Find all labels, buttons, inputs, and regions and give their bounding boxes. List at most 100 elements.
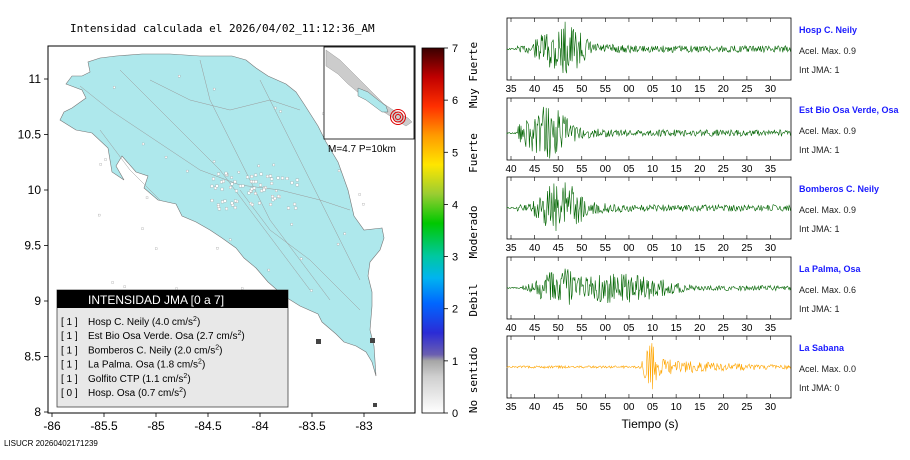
seismogram-panel: 40 45 50 55 00 05 10 15 20 25 30 35 bbox=[505, 97, 792, 175]
station-name: Hosp C. Neily bbox=[799, 25, 857, 35]
time-tick-label: 00 bbox=[623, 84, 635, 95]
time-tick-label: 55 bbox=[600, 402, 612, 413]
magnitude-label: M=4.7 P=10km bbox=[328, 144, 396, 155]
station-dot bbox=[213, 87, 216, 91]
station-dot bbox=[259, 172, 263, 176]
time-tick-label: 50 bbox=[553, 323, 565, 334]
station-dot bbox=[358, 193, 361, 196]
colorbar-tick-label: 1 bbox=[452, 356, 458, 368]
station-dot bbox=[247, 191, 251, 195]
inset-map: M=4.7 P=10km bbox=[323, 46, 415, 155]
time-tick-label: 30 bbox=[765, 84, 777, 95]
map-x-tick-label: -85 bbox=[147, 419, 165, 433]
station-dot bbox=[241, 184, 245, 188]
station-name: La Sabana bbox=[799, 343, 845, 353]
station-dot bbox=[250, 175, 254, 178]
station-dot bbox=[275, 189, 278, 192]
station-dot bbox=[271, 198, 275, 202]
intensity-legend: INTENSIDAD JMA [0 a 7] [ 1 ] Hosp C. Neil… bbox=[56, 289, 289, 408]
station-name: Bomberos C. Neily bbox=[799, 184, 879, 194]
station-dot bbox=[285, 177, 289, 180]
colorbar-category-label: Debil bbox=[467, 283, 480, 316]
time-tick-label: 15 bbox=[694, 402, 706, 413]
station-dot bbox=[220, 187, 224, 191]
map-title: Intensidad calculada el 2026/04/02_11:12… bbox=[70, 22, 375, 35]
seismogram-panel: 35 40 45 50 55 00 05 10 15 20 25 30 bbox=[505, 176, 792, 254]
station-dot bbox=[223, 199, 227, 203]
station-dot bbox=[271, 195, 274, 198]
time-tick-label: 45 bbox=[529, 323, 541, 334]
time-tick-label: 15 bbox=[694, 84, 706, 95]
waveform-line bbox=[506, 182, 791, 232]
time-tick-label: 40 bbox=[505, 323, 517, 334]
seismograms: 35 40 45 50 55 00 05 10 15 20 25 30 Hosp C. Neily Ace… bbox=[505, 17, 900, 413]
station-dot bbox=[276, 176, 280, 180]
station-dot bbox=[337, 169, 341, 172]
time-tick-label: 25 bbox=[741, 243, 753, 254]
station-dot bbox=[260, 189, 264, 193]
time-tick-label: 40 bbox=[505, 164, 517, 175]
time-tick-label: 20 bbox=[694, 164, 706, 175]
time-tick-label: 20 bbox=[718, 402, 730, 413]
seismogram-panel: 35 40 45 50 55 00 05 10 15 20 25 30 bbox=[505, 335, 792, 413]
station-marker bbox=[316, 339, 321, 344]
station-dot bbox=[250, 203, 254, 207]
time-tick-label: 45 bbox=[553, 243, 565, 254]
time-tick-label: 55 bbox=[600, 84, 612, 95]
station-dot bbox=[277, 194, 280, 198]
map-y-tick-label: 11 bbox=[29, 72, 42, 86]
station-dot bbox=[230, 176, 233, 179]
station-dot bbox=[229, 238, 232, 241]
acel-max-label: Acel. Max. 0.0 bbox=[799, 364, 856, 374]
time-tick-label: 25 bbox=[741, 402, 753, 413]
time-tick-label: 10 bbox=[647, 164, 659, 175]
map-x-tick-label: -83 bbox=[355, 419, 373, 433]
station-dot bbox=[210, 184, 214, 188]
colorbar-category-label: Muy Fuerte bbox=[467, 42, 480, 108]
colorbar-tick-label: 2 bbox=[452, 304, 458, 316]
time-tick-label: 45 bbox=[529, 164, 541, 175]
station-dot bbox=[295, 178, 299, 182]
station-dot bbox=[274, 106, 277, 110]
time-tick-label: 00 bbox=[623, 402, 635, 413]
time-tick-label: 05 bbox=[647, 84, 659, 95]
map-y-tick-label: 9.5 bbox=[24, 239, 41, 253]
time-tick-label: 00 bbox=[623, 243, 635, 254]
station-dot bbox=[123, 285, 126, 288]
footer-timestamp: LISUCR 20260402171239 bbox=[4, 439, 98, 448]
time-tick-label: 10 bbox=[671, 84, 683, 95]
time-tick-label: 15 bbox=[671, 164, 683, 175]
time-tick-label: 35 bbox=[505, 84, 517, 95]
station-dot bbox=[212, 177, 215, 181]
int-jma-label: Int JMA: 1 bbox=[799, 224, 840, 234]
time-tick-label: 10 bbox=[647, 323, 659, 334]
time-tick-label: 40 bbox=[529, 402, 541, 413]
station-dot bbox=[99, 163, 102, 166]
station-dot bbox=[290, 223, 293, 226]
station-dot bbox=[221, 200, 224, 204]
colorbar-tick-label: 6 bbox=[452, 95, 458, 107]
station-dot bbox=[343, 232, 346, 235]
station-dots bbox=[98, 75, 365, 310]
costa-rica-land bbox=[59, 53, 385, 377]
station-dot bbox=[258, 201, 261, 205]
epicenter-marker bbox=[395, 114, 401, 120]
time-tick-label: 05 bbox=[623, 323, 635, 334]
map-x-tick-label: -86 bbox=[43, 419, 61, 433]
station-dot bbox=[104, 158, 107, 161]
seismogram-panel: 35 40 45 50 55 00 05 10 15 20 25 30 bbox=[505, 17, 792, 95]
time-tick-label: 50 bbox=[576, 402, 588, 413]
station-dot bbox=[273, 196, 277, 200]
station-dot bbox=[310, 289, 313, 292]
map-x-tick-label: -84.5 bbox=[194, 419, 222, 433]
station-dot bbox=[266, 174, 269, 178]
map-x-tick-label: -84 bbox=[251, 419, 269, 433]
time-tick-label: 35 bbox=[505, 402, 517, 413]
time-tick-label: 30 bbox=[741, 323, 753, 334]
time-tick-label: 00 bbox=[600, 164, 612, 175]
int-jma-label: Int JMA: 1 bbox=[799, 304, 840, 314]
station-dot bbox=[216, 247, 219, 250]
colorbar-tick-label: 0 bbox=[452, 408, 458, 420]
station-dot bbox=[210, 199, 214, 202]
acel-max-label: Acel. Max. 0.6 bbox=[799, 285, 856, 295]
